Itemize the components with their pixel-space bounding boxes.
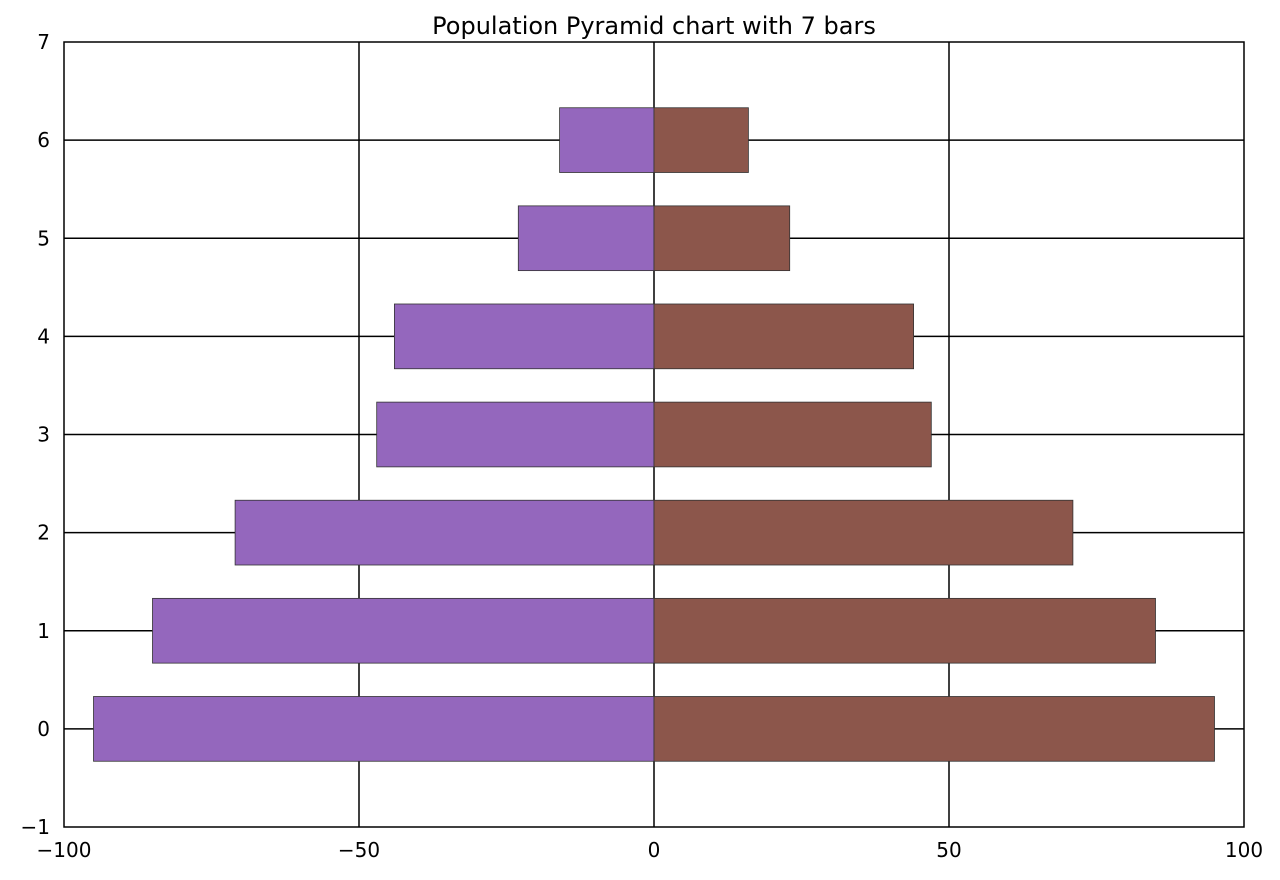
y-axis-ticks: −1 0 1 2 3 4 5 6 7 [21,30,50,839]
bars [93,107,1215,762]
y-tick-label: 0 [37,717,50,741]
y-tick-label: 4 [37,324,50,348]
left-bar-3 [376,401,655,468]
chart-title: Population Pyramid chart with 7 bars [432,12,876,40]
y-tick-label: 1 [37,619,50,643]
x-tick-label: −100 [37,838,92,862]
right-bar-2 [653,499,1074,566]
y-tick-label: −1 [21,815,50,839]
left-bar-2 [234,499,655,566]
y-tick-label: 2 [37,521,50,545]
right-bar-4 [653,303,915,370]
right-bar-0 [653,696,1215,762]
y-tick-label: 7 [37,30,50,54]
y-tick-label: 3 [37,423,50,447]
x-tick-label: 100 [1225,838,1263,862]
x-tick-label: −50 [338,838,380,862]
x-tick-label: 50 [936,838,961,862]
left-bar-6 [559,107,655,173]
x-tick-label: 0 [648,838,661,862]
right-bar-1 [653,597,1156,664]
right-bar-3 [653,401,932,468]
left-bar-4 [393,303,655,370]
left-bar-0 [93,696,655,762]
y-tick-label: 6 [37,128,50,152]
x-axis-ticks: −100 −50 0 50 100 [37,838,1264,862]
left-bar-1 [152,597,655,664]
plot-frame [63,41,1245,828]
right-bar-5 [653,205,791,272]
left-bar-5 [517,205,655,272]
y-tick-label: 5 [37,226,50,250]
right-bar-6 [653,107,749,173]
